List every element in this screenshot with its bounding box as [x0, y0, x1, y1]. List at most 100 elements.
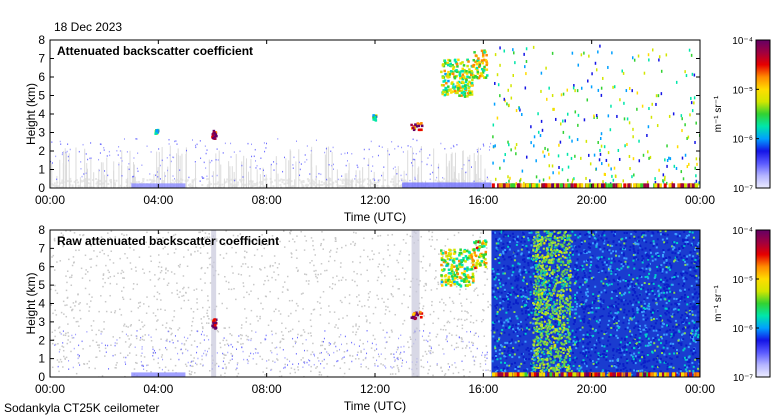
scatter-cell: [622, 71, 625, 75]
scatter-cell: [530, 141, 532, 145]
raw-noise-cell: [451, 334, 453, 336]
noise-pixel: [532, 272, 535, 275]
noise-pixel: [673, 313, 676, 316]
raw-noise-cell: [248, 293, 250, 296]
raw-noise-cell: [224, 275, 226, 278]
raw-noise-cell: [64, 357, 66, 360]
cloud-cell-0: [459, 86, 462, 89]
haze-cell: [312, 180, 315, 183]
signal-dot: [294, 342, 296, 345]
signal-dot: [201, 176, 203, 178]
surface-band-cell: [683, 183, 687, 188]
raw-noise-cell: [188, 372, 191, 375]
signal-dot: [60, 333, 62, 335]
signal-dot: [367, 340, 369, 343]
raw-noise-cell: [135, 337, 138, 340]
scatter-cell: [686, 136, 688, 140]
cloud-cell-4: [372, 114, 375, 117]
raw-noise-cell: [320, 273, 322, 275]
scatter-cell: [631, 89, 633, 93]
noise-pixel: [497, 344, 500, 347]
scatter-cell: [688, 162, 690, 166]
noise-streak: [345, 178, 347, 188]
raw-noise-cell: [486, 278, 489, 281]
signal-dot: [133, 175, 135, 178]
signal-dot: [318, 172, 320, 175]
cloud-cell-0: [450, 72, 453, 75]
scatter-cell: [506, 102, 508, 106]
noise-pixel: [683, 293, 686, 296]
noise-pixel: [668, 296, 671, 299]
raw-noise-cell: [266, 244, 269, 246]
raw-noise-cell: [337, 327, 339, 329]
raw-noise-cell: [288, 330, 290, 333]
signal-dot: [125, 333, 127, 336]
noise-pixel: [588, 231, 591, 234]
raw-noise-cell: [385, 305, 387, 308]
raw-noise-cell: [436, 239, 438, 241]
noise-pixel: [633, 235, 636, 238]
noise-pixel: [501, 246, 504, 249]
noise-pixel: [652, 317, 655, 320]
raw-noise-cell: [199, 246, 202, 249]
scatter-cell: [607, 163, 610, 167]
noise-pixel: [612, 349, 615, 352]
raw-noise-cell: [205, 353, 208, 355]
scatter-cell: [626, 117, 629, 121]
signal-dot: [479, 148, 481, 150]
raw-noise-cell: [166, 338, 168, 341]
noise-pixel: [654, 278, 657, 281]
signal-dot: [423, 330, 425, 332]
signal-dot: [67, 155, 69, 158]
haze-cell: [302, 185, 305, 188]
raw-noise-cell: [137, 307, 140, 309]
raw-noise-cell: [126, 257, 129, 259]
raw-noise-cell: [71, 309, 73, 311]
signal-dot: [400, 334, 402, 337]
noise-pixel: [550, 269, 553, 272]
noise-pixel: [620, 356, 623, 359]
noise-pixel: [683, 356, 686, 359]
scatter-cell: [610, 167, 612, 171]
noise-pixel: [650, 234, 653, 237]
raw-noise-cell: [421, 296, 423, 299]
haze-cell: [82, 180, 85, 183]
scatter-cell: [629, 167, 631, 171]
scatter-cell: [566, 152, 569, 156]
noise-pixel: [684, 366, 687, 369]
cloud-cell-0: [442, 80, 445, 83]
raw-noise-cell: [142, 268, 144, 271]
signal-dot: [215, 159, 217, 161]
signal-dot: [230, 156, 232, 158]
signal-dot: [191, 360, 193, 363]
noise-pixel: [625, 343, 628, 346]
raw-noise-cell: [331, 283, 334, 285]
raw-noise-cell: [51, 342, 54, 345]
scatter-cell: [507, 140, 509, 144]
noise-pixel: [661, 319, 664, 322]
signal-dot: [357, 166, 359, 169]
noise-streak: [318, 179, 320, 188]
scatter-cell: [602, 180, 604, 184]
noise-pixel: [671, 308, 674, 311]
cloud-cell-1: [473, 76, 476, 79]
signal-dot: [56, 178, 58, 181]
noise-pixel: [630, 374, 633, 377]
scatter-cell: [542, 178, 545, 182]
noise-pixel: [602, 344, 605, 347]
noise-pixel: [634, 359, 637, 362]
raw-noise-cell: [276, 358, 278, 360]
raw-noise-cell: [360, 366, 362, 368]
noise-pixel: [579, 351, 582, 354]
signal-dot: [476, 347, 478, 350]
noise-pixel: [622, 350, 625, 353]
noise-pixel: [594, 297, 597, 300]
signal-dot: [458, 336, 460, 338]
noise-pixel: [568, 359, 571, 362]
raw-noise-cell: [158, 254, 160, 256]
noise-pixel: [515, 293, 518, 296]
cloud-cell-0: [469, 91, 472, 95]
signal-dot: [155, 174, 157, 177]
raw-noise-cell: [157, 319, 159, 321]
noise-pixel: [661, 336, 664, 339]
